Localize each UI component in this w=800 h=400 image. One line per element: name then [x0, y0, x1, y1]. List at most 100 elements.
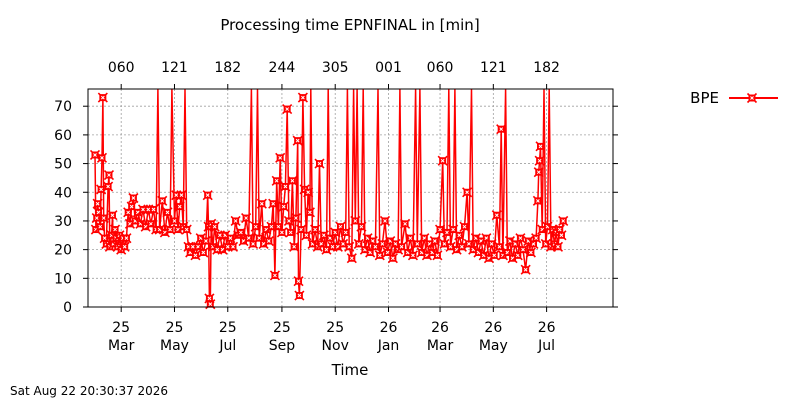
x-top-tick-label-1: 121 — [161, 60, 188, 76]
y-tick-label-0: 0 — [63, 300, 72, 316]
data-point-161 — [412, 238, 423, 249]
data-point-81 — [243, 233, 254, 244]
x-tick-month-5: Jan — [377, 338, 400, 354]
x-tick-year-1: 25 — [166, 320, 184, 336]
x-top-tick-label-6: 060 — [427, 60, 454, 76]
x-axis-bottom-ticks: 25 Mar 25 May 25 Jul 25 Sep 25 Nov 26 Jan 26 Mar 26 May… — [108, 307, 556, 354]
data-point-96 — [275, 152, 286, 163]
series-markers-bpe — [89, 92, 569, 310]
data-point-12 — [103, 181, 114, 192]
data-point-130 — [340, 227, 351, 238]
x-tick-year-7: 26 — [484, 320, 502, 336]
data-point-119 — [314, 158, 325, 169]
data-point-210 — [531, 233, 542, 244]
data-point-163 — [416, 247, 427, 258]
x-tick-month-2: Jul — [218, 338, 236, 354]
data-point-37 — [148, 204, 159, 215]
data-point-41 — [157, 195, 168, 206]
x-top-tick-label-8: 182 — [533, 60, 560, 76]
data-point-179 — [454, 230, 465, 241]
legend-label-bpe: BPE — [690, 89, 719, 107]
data-point-214 — [535, 141, 546, 152]
data-point-146 — [374, 250, 385, 261]
data-point-206 — [520, 264, 531, 275]
data-point-49 — [174, 201, 185, 212]
data-point-9 — [98, 213, 109, 224]
x-tick-year-4: 25 — [326, 320, 344, 336]
data-point-106 — [292, 135, 303, 146]
data-point-114 — [304, 207, 315, 218]
data-point-84 — [250, 221, 261, 232]
data-point-132 — [344, 241, 355, 252]
data-point-93 — [269, 270, 281, 281]
data-point-68 — [209, 221, 220, 232]
y-tick-label-40: 40 — [54, 185, 72, 201]
data-point-144 — [370, 241, 381, 252]
y-axis-ticks: 0 10 20 30 40 50 60 70 — [54, 99, 618, 316]
data-point-101 — [283, 215, 294, 227]
data-point-182 — [462, 187, 473, 198]
data-point-44 — [165, 224, 176, 235]
data-point-188 — [476, 235, 487, 247]
data-point-113 — [303, 187, 314, 198]
data-point-149 — [382, 247, 393, 258]
data-point-181 — [459, 221, 470, 232]
data-point-92 — [268, 198, 279, 209]
data-point-151 — [387, 253, 398, 264]
data-point-16 — [107, 210, 118, 221]
x-tick-year-3: 25 — [273, 320, 291, 336]
data-point-107 — [293, 276, 304, 287]
data-point-147 — [377, 238, 388, 249]
data-point-148 — [379, 215, 391, 227]
y-tick-label-10: 10 — [54, 271, 72, 287]
data-point-97 — [276, 227, 287, 238]
data-point-196 — [496, 124, 507, 135]
data-point-193 — [489, 250, 500, 261]
data-point-60 — [198, 247, 209, 258]
data-point-0 — [89, 149, 101, 161]
x-top-tick-label-2: 182 — [214, 60, 241, 76]
data-point-108 — [294, 290, 305, 301]
data-point-53 — [181, 224, 192, 235]
data-point-212 — [533, 167, 544, 178]
data-point-171 — [437, 155, 448, 166]
data-point-29 — [128, 192, 139, 204]
x-top-tick-label-0: 060 — [108, 60, 135, 76]
data-point-227 — [558, 215, 569, 227]
data-point-208 — [525, 247, 536, 258]
data-point-224 — [552, 241, 564, 252]
data-point-195 — [494, 241, 505, 252]
chart-title: Processing time EPNFINAL in [min] — [220, 16, 479, 34]
x-tick-month-6: Mar — [427, 338, 454, 354]
data-point-159 — [407, 250, 419, 261]
y-tick-label-60: 60 — [54, 128, 72, 144]
data-point-13 — [103, 169, 115, 181]
legend: BPE — [690, 89, 778, 107]
data-point-90 — [263, 235, 274, 247]
x-top-tick-label-4: 305 — [322, 60, 349, 76]
x-tick-year-8: 26 — [538, 320, 556, 336]
data-point-205 — [517, 244, 529, 255]
data-point-87 — [256, 198, 267, 209]
x-axis-label: Time — [331, 361, 369, 379]
data-point-50 — [176, 190, 187, 201]
data-point-57 — [190, 250, 201, 261]
data-point-204 — [515, 233, 526, 244]
data-point-61 — [200, 235, 211, 247]
data-point-99 — [280, 181, 291, 192]
data-point-25 — [121, 233, 132, 244]
data-point-43 — [162, 207, 173, 218]
data-point-104 — [289, 241, 300, 252]
footer-timestamp: Sat Aug 22 20:30:37 2026 — [10, 384, 168, 398]
data-point-170 — [434, 224, 446, 235]
y-tick-label-50: 50 — [54, 157, 72, 173]
data-point-46 — [169, 215, 180, 227]
x-tick-year-0: 25 — [112, 320, 130, 336]
data-point-112 — [301, 230, 312, 241]
data-point-103 — [287, 175, 298, 186]
data-point-102 — [285, 227, 296, 238]
data-point-168 — [429, 235, 440, 247]
data-point-110 — [297, 92, 308, 103]
data-point-155 — [396, 241, 407, 252]
data-point-8 — [97, 92, 108, 103]
